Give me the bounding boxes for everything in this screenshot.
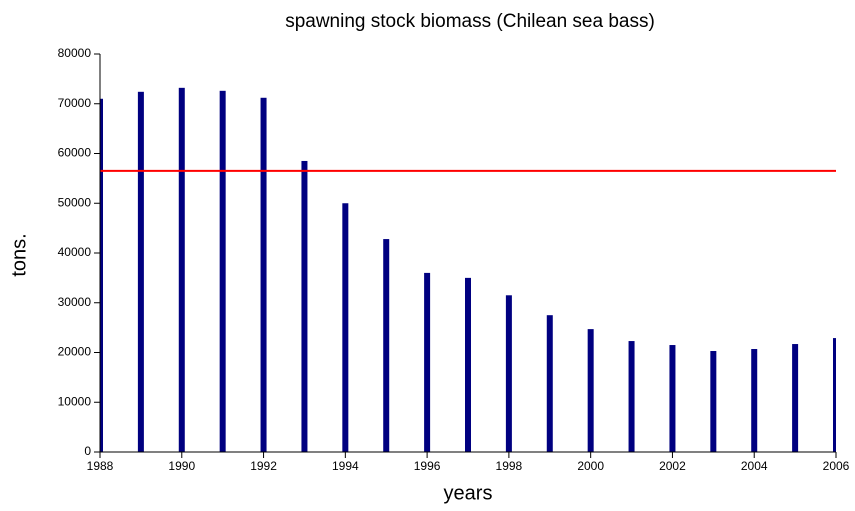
bar	[137, 91, 144, 452]
bar	[260, 97, 267, 452]
x-tick-label: 1994	[332, 459, 359, 473]
x-tick-label: 2004	[741, 459, 768, 473]
bar	[342, 203, 349, 452]
bar	[546, 315, 553, 452]
bar	[100, 98, 103, 452]
y-axis-label: tons.	[8, 233, 30, 276]
bar	[587, 329, 594, 452]
x-tick-label: 2006	[823, 459, 850, 473]
bar	[505, 295, 512, 452]
y-tick-label: 50000	[58, 195, 92, 209]
x-tick-label: 1996	[414, 459, 441, 473]
bar	[792, 344, 799, 452]
bar	[383, 239, 390, 452]
bar	[301, 160, 308, 452]
bar	[669, 345, 676, 452]
bar	[751, 349, 758, 452]
bar	[710, 351, 717, 452]
bar	[219, 90, 226, 452]
x-tick-label: 2000	[577, 459, 604, 473]
bar	[628, 341, 635, 452]
bar	[424, 272, 431, 452]
bar	[833, 338, 836, 452]
y-tick-label: 30000	[58, 295, 92, 309]
y-tick-label: 40000	[58, 245, 92, 259]
y-tick-label: 10000	[58, 394, 92, 408]
y-tick-label: 20000	[58, 345, 92, 359]
plot-area	[100, 87, 836, 452]
x-tick-label: 2002	[659, 459, 686, 473]
bar	[465, 277, 471, 452]
bar	[178, 87, 185, 452]
x-axis-label: years	[444, 482, 493, 504]
chart-title: spawning stock biomass (Chilean sea bass…	[285, 11, 655, 32]
x-tick-label: 1990	[168, 459, 195, 473]
y-tick-label: 80000	[58, 46, 92, 60]
x-tick-label: 1988	[87, 459, 114, 473]
y-tick-label: 0	[84, 444, 91, 458]
x-tick-label: 1998	[496, 459, 523, 473]
y-tick-label: 60000	[58, 146, 92, 160]
x-tick-label: 1992	[250, 459, 277, 473]
y-tick-label: 70000	[58, 96, 92, 110]
